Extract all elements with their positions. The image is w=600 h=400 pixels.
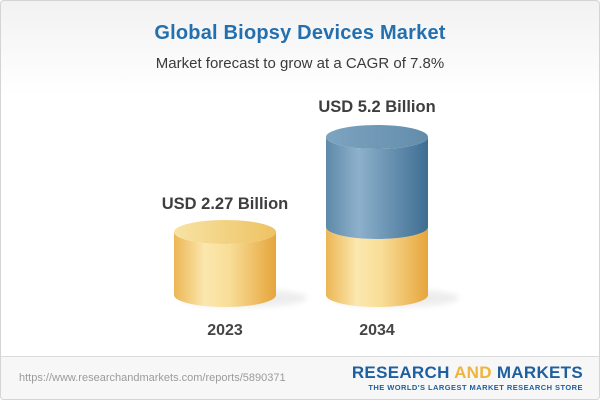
logo-word-and: AND [454, 363, 492, 383]
cylinder-2034 [326, 125, 428, 307]
cylinder-2034-base-segment [326, 227, 428, 307]
cylinder-2023 [174, 220, 276, 307]
chart-plot-area: USD 2.27 Billion USD 5.2 Billion 2023 20… [1, 86, 599, 358]
report-url-link[interactable]: https://www.researchandmarkets.com/repor… [19, 372, 286, 384]
cylinder-bar-chart [174, 125, 459, 307]
data-label-2034: USD 5.2 Billion [318, 98, 436, 116]
chart-title: Global Biopsy Devices Market [154, 22, 446, 44]
chart-header: Global Biopsy Devices Market Market fore… [1, 1, 599, 72]
chart-subtitle: Market forecast to grow at a CAGR of 7.8… [155, 55, 445, 72]
logo-tagline: THE WORLD'S LARGEST MARKET RESEARCH STOR… [368, 383, 583, 393]
footer-bar: https://www.researchandmarkets.com/repor… [1, 356, 599, 399]
logo-word-research: RESEARCH [351, 363, 450, 383]
category-label-2023: 2023 [207, 322, 243, 339]
logo-word-markets: MARKETS [496, 363, 583, 383]
data-label-2023: USD 2.27 Billion [161, 195, 289, 213]
research-and-markets-logo: RESEARCH AND MARKETS THE WORLD'S LARGEST… [352, 364, 583, 392]
category-label-2034: 2034 [359, 322, 395, 339]
logo-wordmark: RESEARCH AND MARKETS [352, 364, 583, 381]
cylinder-2034-growth-segment [326, 137, 428, 239]
